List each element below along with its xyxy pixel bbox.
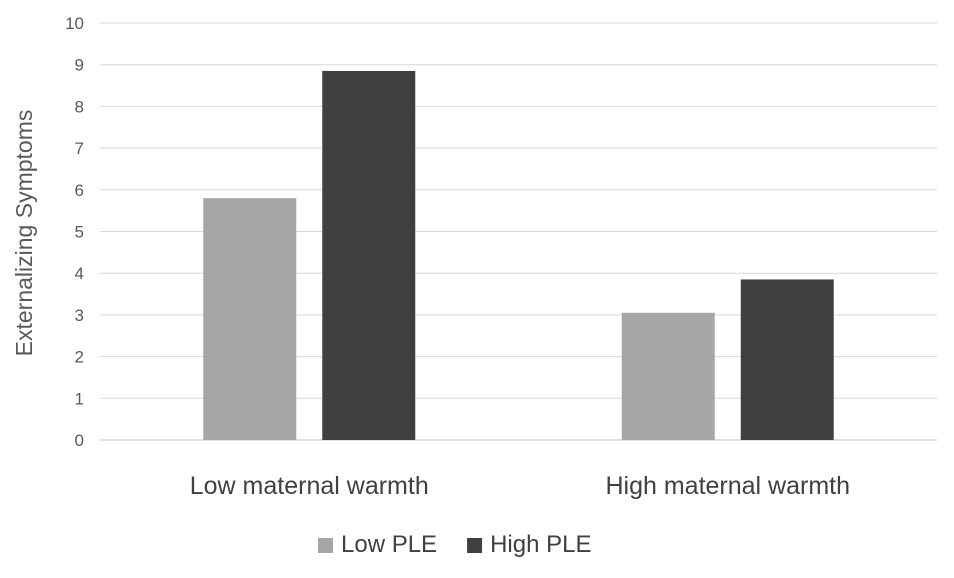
y-tick-label: 6 xyxy=(75,181,84,200)
y-axis-ticks: 0 1 2 3 4 5 6 7 8 9 10 xyxy=(65,14,84,450)
legend: Low PLE High PLE xyxy=(318,531,591,558)
y-tick-label: 5 xyxy=(75,223,84,242)
y-axis-title: Externalizing Symptoms xyxy=(11,110,37,357)
bar-high-ple xyxy=(740,279,834,440)
y-tick-label: 10 xyxy=(65,14,84,33)
y-tick-label: 4 xyxy=(75,264,84,283)
y-tick-label: 2 xyxy=(75,348,84,367)
legend-swatch xyxy=(467,538,483,553)
legend-swatch xyxy=(318,538,333,553)
legend-label: High PLE xyxy=(490,531,591,558)
legend-label: Low PLE xyxy=(341,531,437,558)
x-axis-categories: Low maternal warmth High maternal warmth xyxy=(190,472,850,500)
y-tick-label: 3 xyxy=(75,306,84,325)
y-tick-label: 0 xyxy=(75,431,84,450)
y-tick-label: 7 xyxy=(75,139,84,158)
y-tick-label: 1 xyxy=(75,389,84,408)
y-tick-label: 8 xyxy=(75,97,84,116)
bar-high-ple xyxy=(322,70,416,440)
bar-low-ple xyxy=(621,312,715,440)
bars xyxy=(203,70,834,440)
bar-low-ple xyxy=(203,198,297,440)
y-tick-label: 9 xyxy=(75,56,84,75)
x-category-label: Low maternal warmth xyxy=(190,472,429,500)
x-category-label: High maternal warmth xyxy=(605,472,850,500)
